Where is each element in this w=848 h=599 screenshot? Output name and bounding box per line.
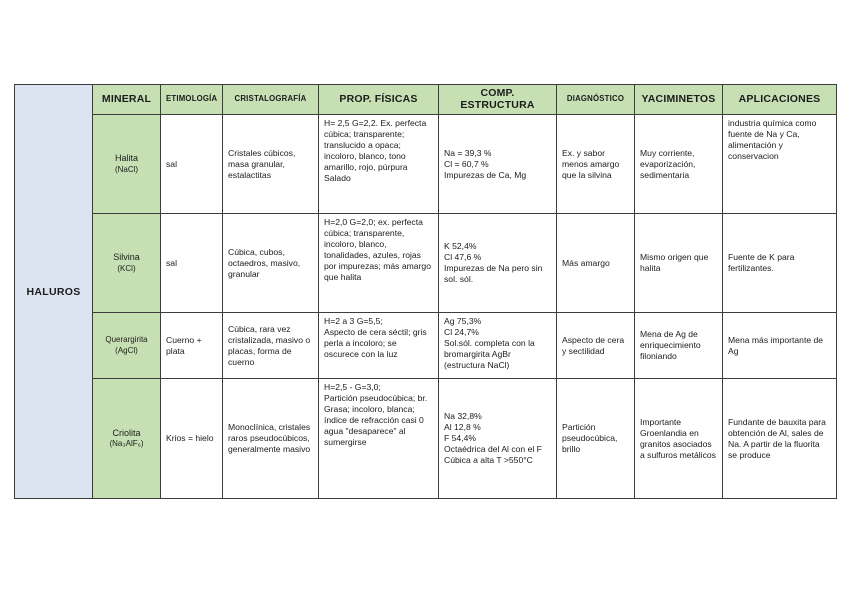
cell-diagnostico: Partición pseudocúbica, brillo xyxy=(556,378,635,500)
cell-prop-fisicas: H=2,5 - G=3,0; Partición pseudocúbica; b… xyxy=(318,378,439,500)
cell-mineral-name: Querargirita (AgCl) xyxy=(92,312,161,380)
header-aplicaciones: APLICACIONES xyxy=(722,83,837,116)
cell-aplicaciones: Fundante de bauxita para obtención de Al… xyxy=(722,378,837,500)
cell-diagnostico: Ex. y sabor menos amargo que la silvina xyxy=(556,114,635,215)
mineral-formula: (NaCl) xyxy=(114,164,139,174)
mineral-formula: (KCl) xyxy=(117,263,136,273)
mineral-name: Silvina xyxy=(113,252,140,263)
cell-cristalografia: Cúbica, cubos, octaedros, masivo, granul… xyxy=(222,213,319,314)
table-row-halita: Halita (NaCl) sal Cristales cúbicos, mas… xyxy=(15,114,837,215)
header-comp-estructura: COMP. ESTRUCTURA xyxy=(438,83,557,116)
cell-prop-fisicas: H=2,0 G=2,0; ex. perfecta cúbica; transp… xyxy=(318,213,439,314)
cell-etimologia: Krios = hielo xyxy=(160,378,223,500)
table-row-silvina: Silvina (KCl) sal Cúbica, cubos, octaedr… xyxy=(15,213,837,314)
cell-etimologia: sal xyxy=(160,213,223,314)
header-mineral: MINERAL xyxy=(92,83,161,116)
cell-comp-estructura: K 52,4% Cl 47,6 % Impurezas de Na pero s… xyxy=(438,213,557,314)
cell-diagnostico: Más amargo xyxy=(556,213,635,314)
mineral-name: Halita xyxy=(114,153,138,164)
cell-comp-estructura: Na = 39,3 % Cl = 60,7 % Impurezas de Ca,… xyxy=(438,114,557,215)
cell-cristalografia: Monoclínica, cristales raros pseudocúbic… xyxy=(222,378,319,500)
cell-etimologia: Cuerno + plata xyxy=(160,312,223,380)
category-cell-haluros: HALUROS xyxy=(14,83,93,500)
cell-aplicaciones: industria química como fuente de Na y Ca… xyxy=(722,114,837,215)
cell-etimologia: sal xyxy=(160,114,223,215)
cell-prop-fisicas: H= 2,5 G=2,2. Ex. perfecta cúbica; trans… xyxy=(318,114,439,215)
haluros-table: HALUROS MINERAL ETIMOLOGÍA CRISTALOGRAFÍ… xyxy=(14,83,837,500)
cell-mineral-name: Silvina (KCl) xyxy=(92,213,161,314)
cell-yacimientos: Mismo origen que halita xyxy=(634,213,723,314)
cell-aplicaciones: Mena más importante de Ag xyxy=(722,312,837,380)
cell-diagnostico: Aspecto de cera y sectilidad xyxy=(556,312,635,380)
cell-mineral-name: Halita (NaCl) xyxy=(92,114,161,215)
cell-aplicaciones: Fuente de K para fertilizantes. xyxy=(722,213,837,314)
cell-cristalografia: Cúbica, rara vez cristalizada, masivo o … xyxy=(222,312,319,380)
mineral-name: Querargirita xyxy=(105,335,148,345)
table-header-row: HALUROS MINERAL ETIMOLOGÍA CRISTALOGRAFÍ… xyxy=(14,83,837,500)
cell-comp-estructura: Ag 75,3% Cl 24,7% Sol.sól. completa con … xyxy=(438,312,557,380)
header-etimologia: ETIMOLOGÍA xyxy=(160,83,223,116)
table-row-querargirita: Querargirita (AgCl) Cuerno + plata Cúbic… xyxy=(15,312,837,380)
header-prop-fisicas: PROP. FÍSICAS xyxy=(318,83,439,116)
table-row-criolita: Criolita (Na₃AlF₆) Krios = hielo Monoclí… xyxy=(15,378,837,500)
cell-yacimientos: Importante Groenlandia en granitos asoci… xyxy=(634,378,723,500)
header-diagnostico: DIAGNÓSTICO xyxy=(556,83,635,116)
cell-yacimientos: Muy corriente, evaporización, sedimentar… xyxy=(634,114,723,215)
mineral-formula: (Na₃AlF₆) xyxy=(109,439,144,449)
mineral-name: Criolita xyxy=(112,427,141,438)
cell-yacimientos: Mena de Ag de enriquecimiento filoniando xyxy=(634,312,723,380)
cell-comp-estructura: Na 32,8% Al 12,8 % F 54,4% Octaédrica de… xyxy=(438,378,557,500)
minerals-table-sheet: HALUROS MINERAL ETIMOLOGÍA CRISTALOGRAFÍ… xyxy=(14,83,837,500)
cell-cristalografia: Cristales cúbicos, masa granular, estala… xyxy=(222,114,319,215)
mineral-formula: (AgCl) xyxy=(115,345,138,355)
cell-prop-fisicas: H=2 a 3 G=5,5; Aspecto de cera séctil; g… xyxy=(318,312,439,380)
header-yacimientos: YACIMINETOS xyxy=(634,83,723,116)
cell-mineral-name: Criolita (Na₃AlF₆) xyxy=(92,378,161,500)
header-cristalografia: CRISTALOGRAFÍA xyxy=(222,83,319,116)
